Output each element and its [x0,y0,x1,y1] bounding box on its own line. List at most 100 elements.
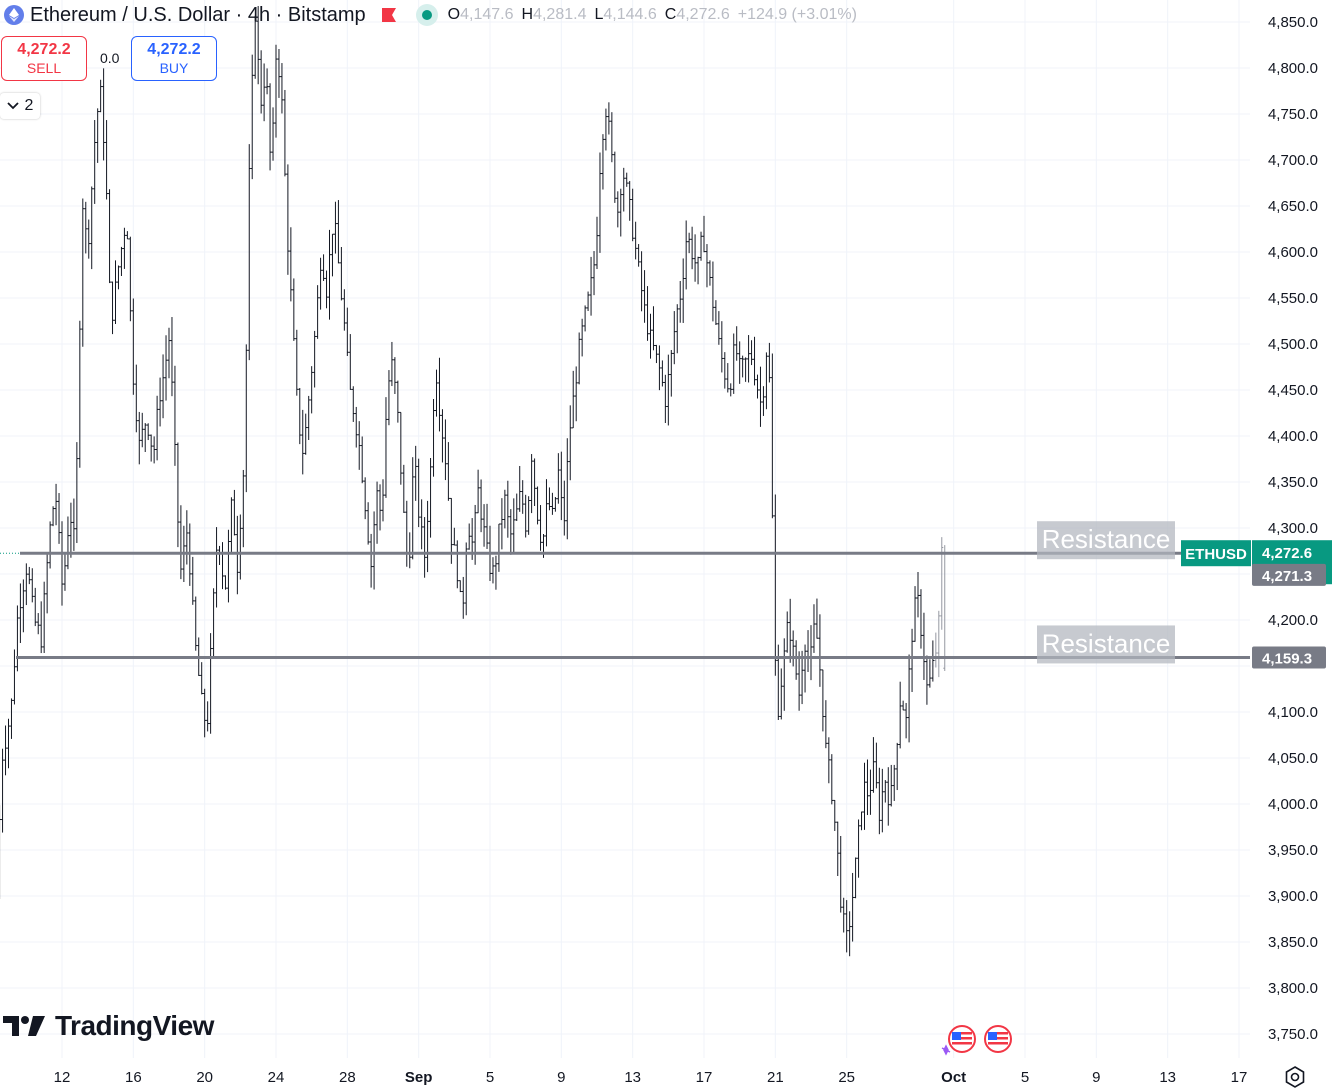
price-axis-label: 4,450.0 [1268,382,1318,399]
ohlc-key: H [521,6,534,23]
ohlc-bar [111,281,115,335]
ohlc-bar [678,280,682,323]
indicators-toggle-button[interactable]: 2 [0,93,40,119]
ohlc-bar [518,465,522,512]
ohlc-bar [399,411,403,485]
ohlc-bar [574,366,578,422]
ohlc-bar [402,464,406,513]
ohlc-bar [446,442,450,501]
ohlc-bar [301,409,305,475]
time-axis-label: Oct [941,1069,966,1086]
gear-settings-icon[interactable] [1284,1066,1306,1088]
time-axis-label: 9 [557,1069,565,1086]
ohlc-bar [420,499,424,550]
us-flag-event-icon[interactable] [982,1024,1014,1056]
ohlc-bar [221,542,224,590]
buy-button[interactable]: 4,272.2 BUY [131,36,217,81]
price-axis-label: 4,200.0 [1268,612,1318,629]
ohlc-bar [874,742,878,789]
ohlc-bar [913,586,917,642]
ohlc-bar [152,436,156,464]
time-axis[interactable]: 12 16 20 24 28 Sep 5 9 13 17 21 25 Oct 5 9 13 17 [54,1069,1248,1086]
time-axis-label: 5 [1021,1069,1029,1086]
ohlc-bar [699,231,703,261]
ohlc-bar [54,483,58,526]
ohlc-bar [289,227,293,302]
ethereum-logo-icon [4,5,24,25]
ohlc-bar [491,557,495,584]
ohlc-bar [131,298,135,395]
ohlc-bar [116,265,120,290]
ohlc-bar [928,659,932,688]
price-axis-label: 4,400.0 [1268,428,1318,445]
ohlc-bar [818,614,822,687]
ohlc-bar [821,669,825,732]
ohlc-bar [458,580,462,593]
ohlc-bar [48,521,52,569]
ohlc-bar [75,442,79,544]
ohlc-bar [253,15,257,79]
symbol-title[interactable]: Ethereum / U.S. Dollar · 4h · Bitstamp [30,3,366,26]
gray-price-tag: 4,159.3 [1252,646,1326,669]
ohlc-bar [571,370,575,429]
price-axis-label: 4,500.0 [1268,336,1318,353]
price-axis[interactable]: 3,750.0 3,800.0 3,850.0 3,900.0 3,950.0 4,000… [1268,14,1318,1043]
ohlc-bar [738,341,742,384]
ohlc-bar [568,405,572,481]
ohlc-bar [265,68,269,95]
time-axis-label: 12 [54,1069,71,1086]
symbol-header[interactable]: Ethereum / U.S. Dollar · 4h · Bitstamp O… [0,0,865,30]
ohlc-bar [30,568,34,603]
ohlc-bar [696,256,700,285]
ohlc-bar [21,579,25,633]
ohlc-bar [24,563,28,606]
horizontal-lines[interactable]: Resistance Resistance [0,521,1250,664]
ohlc-bar [203,688,207,738]
price-axis-label: 4,850.0 [1268,14,1318,31]
sell-button[interactable]: 4,272.2 SELL [1,36,87,81]
ohlc-bar [550,492,554,515]
ohlc-bar [191,556,195,605]
resistance-label: Resistance [1042,628,1171,658]
ohlc-bar [657,345,661,391]
ohlc-bar [45,552,49,614]
ohlc-bar [553,496,557,512]
ohlc-bar [753,336,757,386]
ohlc-bar [102,68,106,161]
ohlc-bar [604,108,608,151]
ohlc-bar [720,321,724,373]
ohlc-bar [708,260,712,286]
ohlc-bar [452,527,456,546]
ohlc-bar [625,172,629,187]
ohlc-bar [36,613,40,635]
ohlc-bar [651,306,655,351]
ohlc-bar [149,434,153,462]
ohlc-bar [384,397,388,498]
tradingview-logo[interactable]: TradingView [3,1010,214,1042]
ohlc-bar [640,251,644,312]
ohlc-bar [176,442,180,548]
price-axis-label: 4,000.0 [1268,796,1318,813]
ohlc-bar [307,395,311,440]
ohlc-bar [114,260,117,325]
ohlc-bar [429,457,433,538]
ohlc-bar [601,134,605,190]
ohlc-bar [155,395,159,461]
ohlc-bar [616,191,620,228]
indicators-count: 2 [24,97,34,114]
ohlc-bar [871,737,875,793]
ohlc-bar [803,644,807,693]
price-axis-label: 3,750.0 [1268,1026,1318,1043]
red-flag-icon[interactable] [381,8,396,22]
time-axis-label: 20 [196,1069,213,1086]
resistance-label-box [1037,521,1175,560]
price-axis-label: 4,750.0 [1268,106,1318,123]
ohlc-bar [497,523,501,572]
ohlc-bar [845,900,849,953]
ohlc-bar [868,769,872,815]
ohlc-bar [643,270,647,323]
price-axis-label: 3,850.0 [1268,934,1318,951]
us-flag-event-icon[interactable] [940,1024,976,1056]
ohlc-key: L [594,6,604,23]
